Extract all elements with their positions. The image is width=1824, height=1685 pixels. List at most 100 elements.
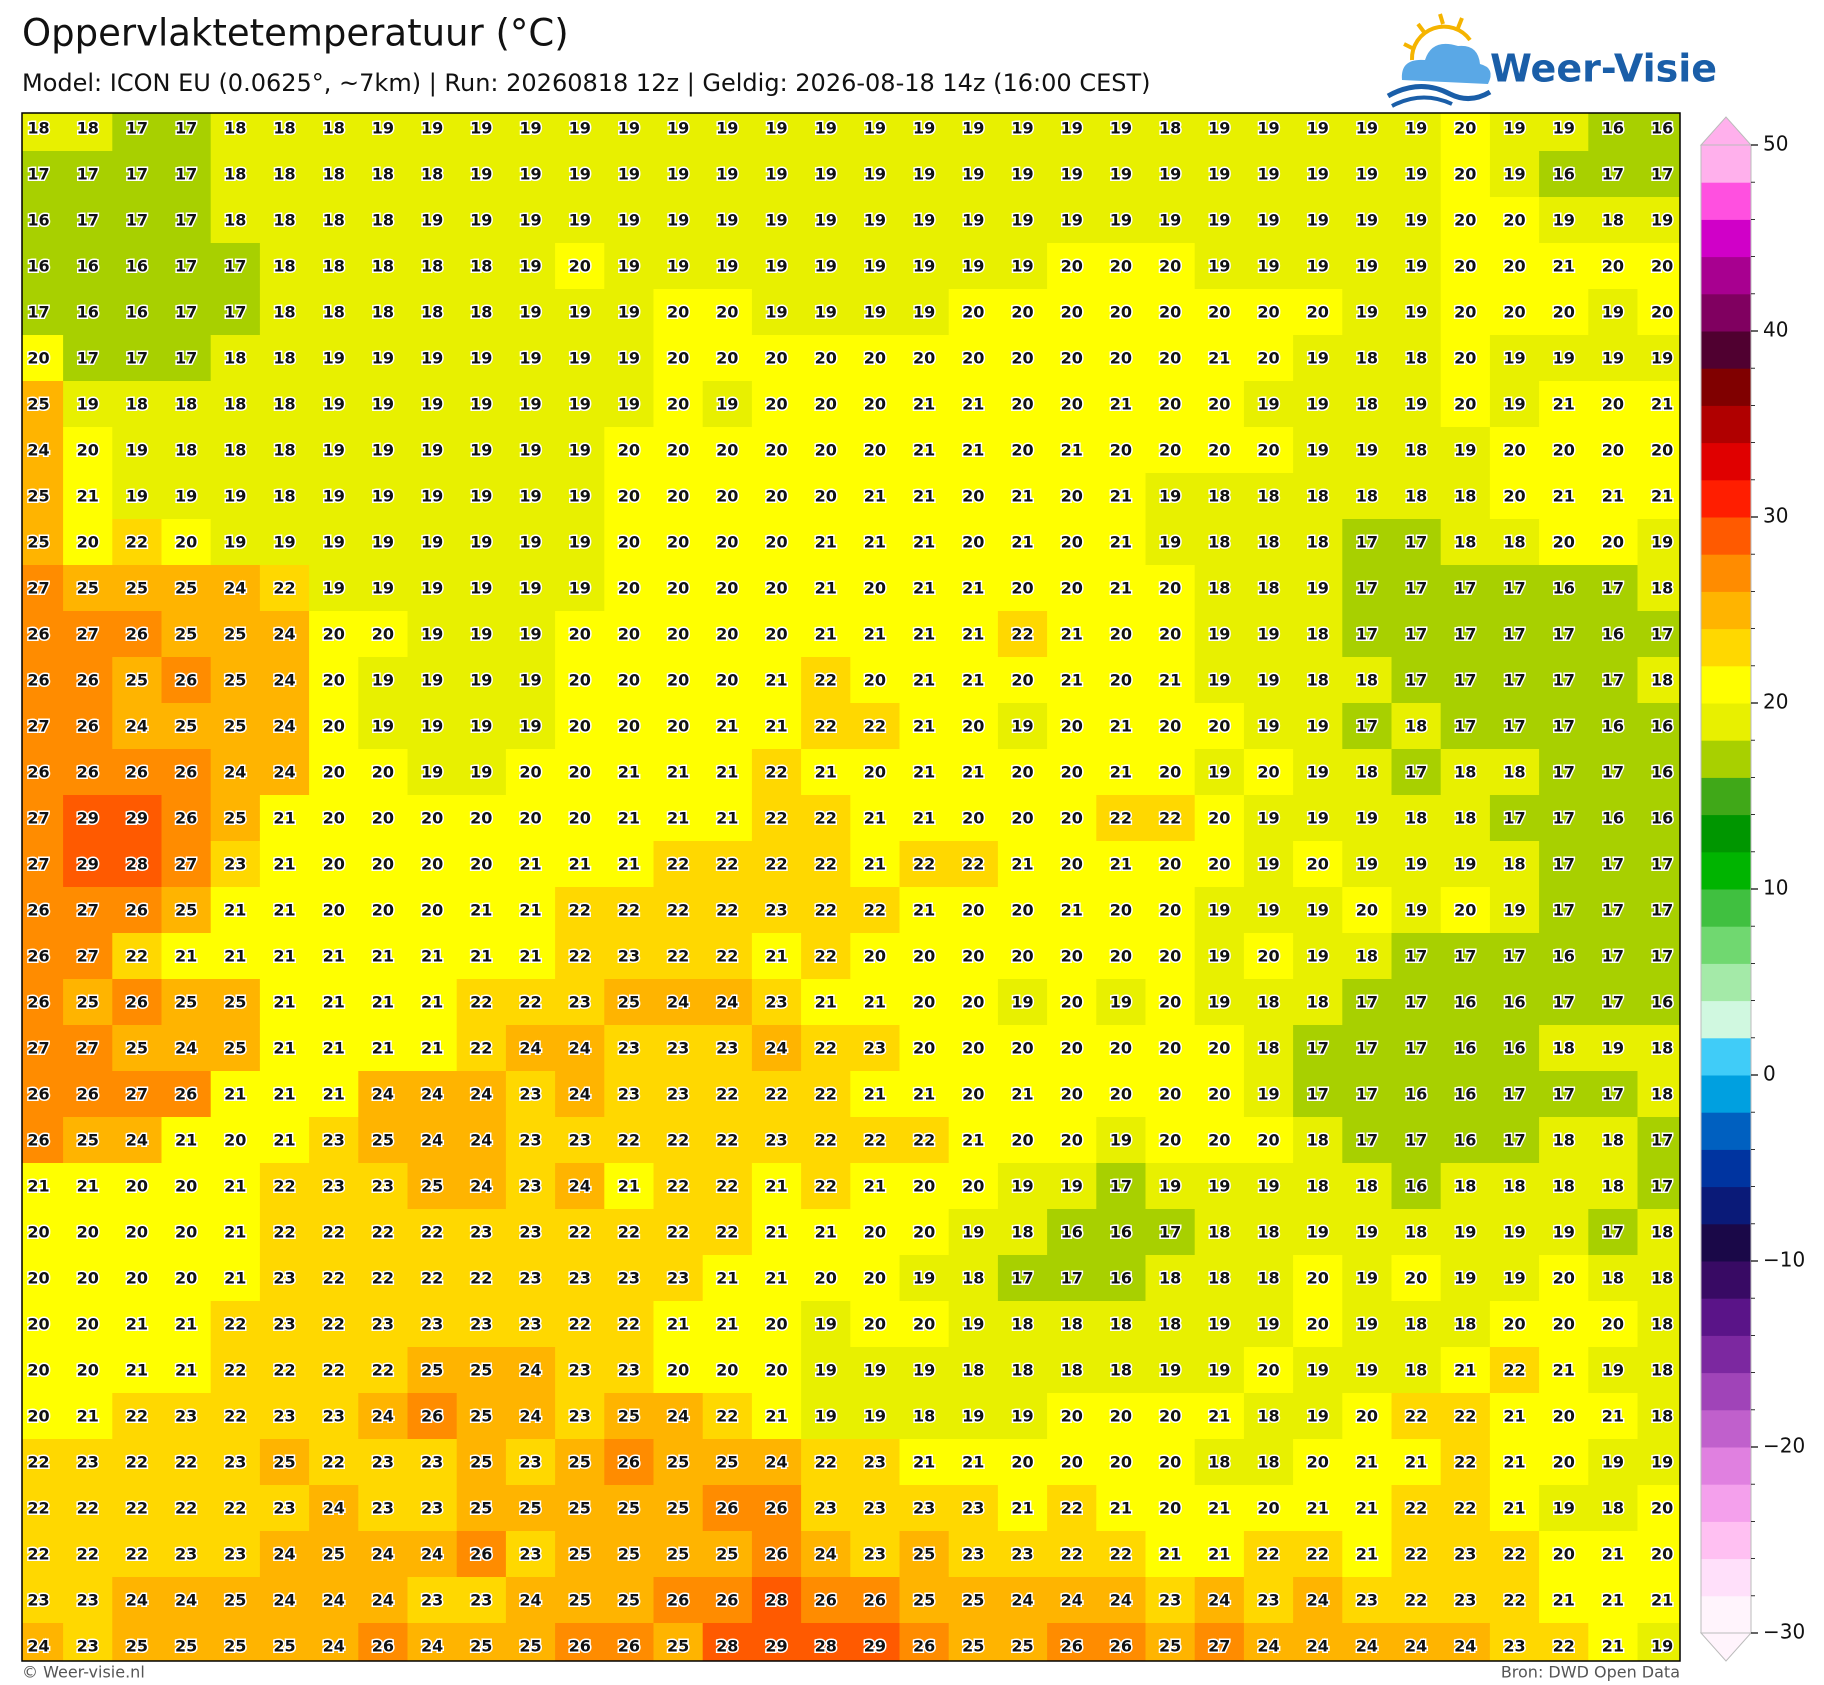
temperature-cell xyxy=(259,841,310,888)
temperature-label: 21 xyxy=(323,1039,345,1058)
temperature-label: 18 xyxy=(1159,1269,1181,1288)
temperature-cell xyxy=(456,335,507,382)
temperature-label: 20 xyxy=(1257,303,1279,322)
temperature-label: 18 xyxy=(962,1269,984,1288)
temperature-label: 18 xyxy=(224,441,246,460)
temperature-label: 21 xyxy=(27,1177,49,1196)
temperature-label: 21 xyxy=(519,855,541,874)
temperature-cell xyxy=(210,519,261,566)
temperature-label: 19 xyxy=(126,441,148,460)
temperature-cell xyxy=(653,113,704,152)
temperature-label: 20 xyxy=(1159,1499,1181,1518)
temperature-cell xyxy=(653,795,704,842)
temperature-cell xyxy=(555,1623,605,1661)
temperature-cell xyxy=(555,795,605,842)
temperature-label: 21 xyxy=(913,901,935,920)
temperature-cell xyxy=(899,151,950,198)
temperature-cell xyxy=(161,1255,212,1302)
temperature-label: 18 xyxy=(1011,1223,1033,1242)
temperature-cell xyxy=(899,1163,950,1210)
temperature-cell xyxy=(1047,749,1097,796)
temperature-cell xyxy=(1391,841,1442,888)
temperature-label: 19 xyxy=(372,533,394,552)
temperature-label: 18 xyxy=(273,257,295,276)
temperature-label: 20 xyxy=(1651,1545,1673,1564)
temperature-cell xyxy=(1342,933,1393,980)
temperature-label: 26 xyxy=(126,763,148,782)
temperature-label: 24 xyxy=(273,1545,295,1564)
temperature-cell xyxy=(948,1209,999,1256)
temperature-label: 26 xyxy=(27,901,49,920)
temperature-label: 18 xyxy=(1208,1223,1230,1242)
temperature-cell xyxy=(1637,979,1680,1026)
temperature-label: 25 xyxy=(126,1637,148,1656)
temperature-cell xyxy=(1489,1623,1540,1661)
temperature-label: 19 xyxy=(1011,165,1033,184)
temperature-cell xyxy=(407,519,458,566)
temperature-label: 16 xyxy=(1602,119,1624,138)
temperature-label: 21 xyxy=(765,1223,787,1242)
temperature-label: 27 xyxy=(27,855,49,874)
temperature-label: 25 xyxy=(667,1545,689,1564)
temperature-cell xyxy=(653,1301,704,1348)
subtitle: Model: ICON EU (0.0625°, ~7km) | Run: 20… xyxy=(22,69,1151,97)
temperature-label: 20 xyxy=(175,533,197,552)
temperature-label: 21 xyxy=(1011,533,1033,552)
temperature-label: 19 xyxy=(962,211,984,230)
temperature-label: 21 xyxy=(1208,1499,1230,1518)
temperature-label: 17 xyxy=(1356,1085,1378,1104)
temperature-label: 17 xyxy=(1553,993,1575,1012)
temperature-label: 21 xyxy=(1110,487,1132,506)
temperature-label: 22 xyxy=(765,855,787,874)
temperature-label: 20 xyxy=(864,349,886,368)
temperature-label: 17 xyxy=(1405,763,1427,782)
temperature-cell xyxy=(1539,1439,1589,1486)
temperature-cell xyxy=(604,1623,655,1661)
temperature-cell xyxy=(407,335,458,382)
temperature-cell xyxy=(899,1623,950,1661)
temperature-cell xyxy=(161,1163,212,1210)
temperature-label: 18 xyxy=(1602,211,1624,230)
temperature-cell xyxy=(948,1163,999,1210)
temperature-label: 22 xyxy=(1405,1591,1427,1610)
colorbar-tick-label: −30 xyxy=(1763,1620,1805,1644)
temperature-label: 20 xyxy=(323,855,345,874)
temperature-cell xyxy=(22,795,64,842)
temperature-label: 20 xyxy=(1159,1039,1181,1058)
temperature-cell xyxy=(63,841,113,888)
colorbar-tick-label: −20 xyxy=(1763,1434,1805,1458)
temperature-label: 18 xyxy=(1553,1177,1575,1196)
temperature-cell xyxy=(1440,657,1491,704)
temperature-label: 18 xyxy=(224,119,246,138)
temperature-label: 23 xyxy=(77,1591,99,1610)
temperature-label: 19 xyxy=(126,487,148,506)
temperature-cell xyxy=(407,841,458,888)
temperature-cell xyxy=(358,1531,409,1578)
temperature-cell xyxy=(1489,473,1540,520)
temperature-cell xyxy=(1145,1301,1196,1348)
temperature-cell xyxy=(112,1439,163,1486)
temperature-label: 20 xyxy=(618,671,640,690)
temperature-cell xyxy=(653,887,704,934)
temperature-label: 26 xyxy=(27,947,49,966)
temperature-label: 17 xyxy=(1503,671,1525,690)
temperature-label: 20 xyxy=(27,1269,49,1288)
temperature-cell xyxy=(161,289,212,336)
temperature-cell xyxy=(1243,113,1294,152)
temperature-label: 21 xyxy=(224,1269,246,1288)
temperature-label: 26 xyxy=(864,1591,886,1610)
temperature-label: 16 xyxy=(1651,119,1673,138)
temperature-cell xyxy=(407,1393,458,1440)
temperature-label: 24 xyxy=(519,1361,541,1380)
temperature-cell xyxy=(456,1623,507,1661)
temperature-label: 26 xyxy=(569,1637,591,1656)
temperature-cell xyxy=(702,197,753,244)
temperature-cell xyxy=(653,381,704,428)
temperature-cell xyxy=(801,1485,851,1532)
temperature-cell xyxy=(751,197,802,244)
temperature-cell xyxy=(210,1485,261,1532)
colorbar-band xyxy=(1701,1595,1751,1634)
temperature-cell xyxy=(358,887,409,934)
temperature-cell xyxy=(1588,113,1639,152)
temperature-cell xyxy=(1440,289,1491,336)
